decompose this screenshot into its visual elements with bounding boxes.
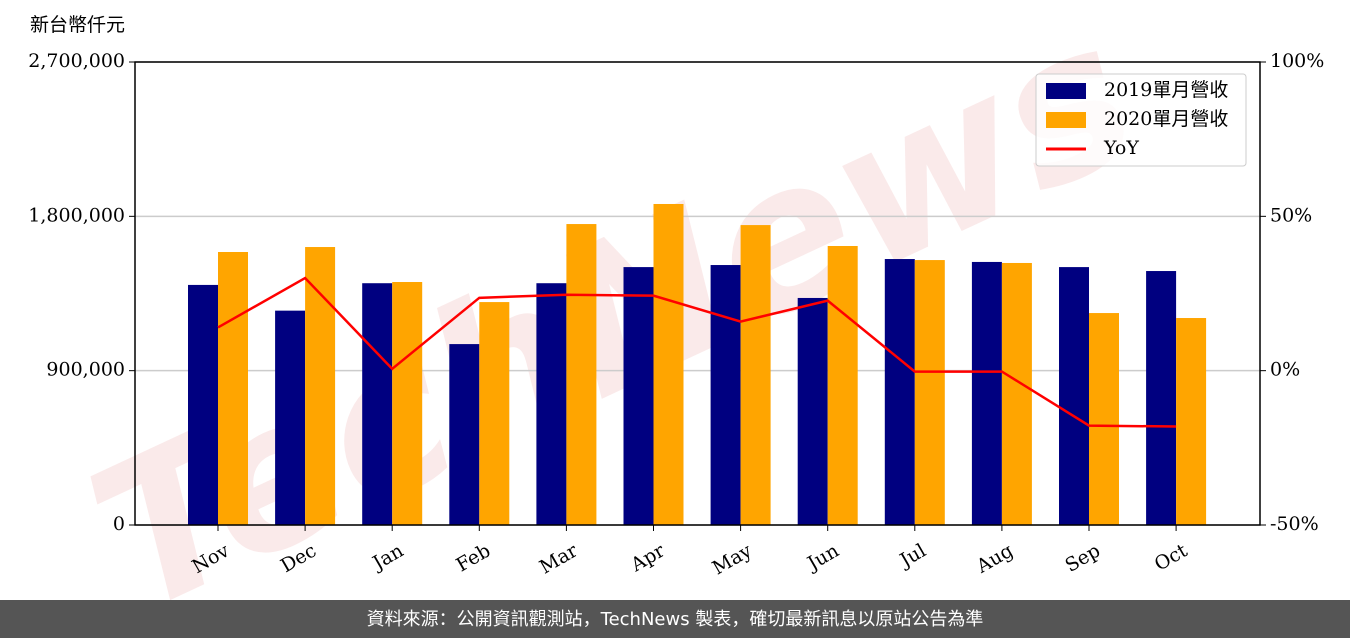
x-tick-label: May <box>709 539 756 579</box>
bar <box>275 310 306 525</box>
y2-tick-label: 0% <box>1270 359 1300 381</box>
bar <box>914 260 945 525</box>
x-tick-label: Mar <box>536 539 582 578</box>
line <box>217 276 1177 428</box>
bar <box>218 252 248 526</box>
bar <box>740 225 771 525</box>
bar <box>449 344 480 525</box>
bar <box>1146 271 1177 525</box>
bar <box>1089 313 1119 525</box>
y2-tick-label: 100% <box>1270 50 1324 72</box>
x-tick-label: Jul <box>895 540 930 573</box>
bar <box>188 284 218 525</box>
bar <box>362 283 393 525</box>
legend-label: 2019單月營收 <box>1104 79 1228 101</box>
legend-swatch <box>1046 112 1086 128</box>
y-tick-label: 0 <box>113 513 125 535</box>
bar <box>971 261 1002 525</box>
bar <box>536 283 567 525</box>
y-tick-label: 1,800,000 <box>28 204 125 226</box>
bar <box>797 297 828 525</box>
y2-tick-label: 50% <box>1270 204 1312 226</box>
bar <box>653 203 684 525</box>
bar <box>884 259 915 525</box>
bar <box>1059 267 1089 525</box>
bar <box>1176 318 1207 525</box>
x-tick-label: Aug <box>972 540 1017 579</box>
bar <box>305 247 336 526</box>
y-tick-label: 900,000 <box>46 359 125 381</box>
bar <box>710 265 741 525</box>
legend-label: 2020單月營收 <box>1104 108 1228 130</box>
legend-box <box>1035 73 1247 167</box>
legend-swatch <box>1046 83 1086 99</box>
x-tick-label: Sep <box>1061 540 1104 577</box>
x-tick-label: Apr <box>626 539 669 576</box>
y-tick-label: 2,700,000 <box>28 50 125 72</box>
bar <box>827 245 858 525</box>
bar <box>623 267 654 525</box>
bar <box>392 282 423 525</box>
footer-band <box>0 600 1350 638</box>
plot-frame <box>134 61 1261 526</box>
y-axis-label: 新台幣仟元 <box>30 14 125 36</box>
x-tick-label: Oct <box>1151 539 1192 575</box>
x-tick-label: Jun <box>802 540 843 576</box>
y2-tick-label: -50% <box>1270 513 1319 535</box>
bar <box>566 224 597 526</box>
bar <box>1001 262 1032 525</box>
legend-label: YoY <box>1103 137 1139 159</box>
bar <box>479 302 510 525</box>
footer: 資料來源：公開資訊觀測站，TechNews 製表，確切最新訊息以原站公告為準 <box>367 609 984 630</box>
x-tick-label: Feb <box>453 540 495 577</box>
